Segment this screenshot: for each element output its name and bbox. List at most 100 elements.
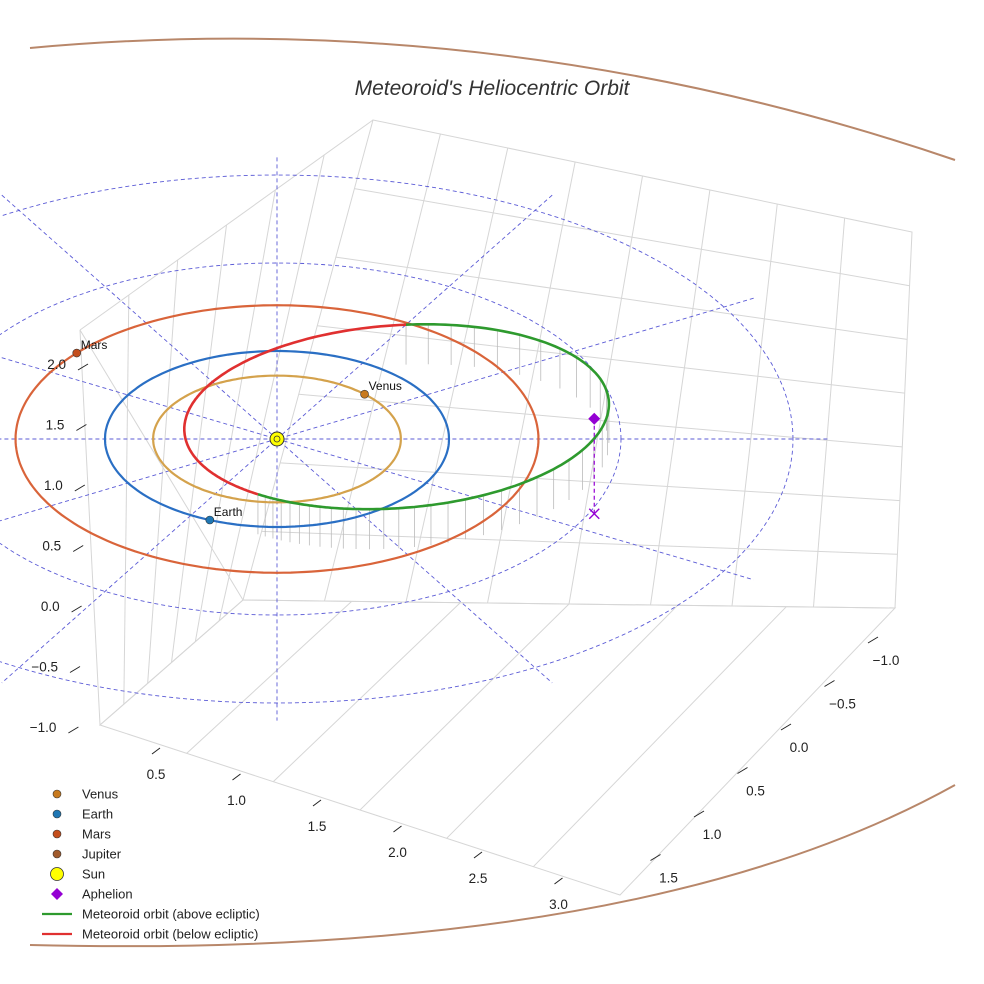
z-tick-label: 1.5 [46,418,65,433]
meteoroid-orbit [183,323,611,511]
planet-venus [360,389,369,399]
grid-line-vertical [324,133,441,602]
legend-label: Sun [82,867,105,882]
planet-label-mars: Mars [81,338,108,352]
grid-line-left [194,189,276,642]
legend-marker [52,849,62,859]
drop-lines [257,324,610,550]
x-tick-label: 0.5 [147,767,166,782]
legend-item: Mars [52,827,111,842]
x-tick-mark [151,747,161,755]
orbit-venus [152,374,402,504]
y-tick-mark [693,810,705,818]
z-tick-mark [77,363,89,371]
grid-line-floor [446,604,679,839]
axis-ticks: 2.0 1.5 1.0 0.5 0.0 −0.5 −1.0 0.5 1.0 1.5 2.0 2.5 3.… [30,357,900,912]
legend: Venus Earth Mars Jupiter Sun Aphelion Meteoroi… [42,787,260,942]
grid-line-horizontal [335,256,908,340]
legend-label: Jupiter [82,847,122,862]
z-tick-label: −1.0 [30,720,57,735]
legend-item: Aphelion [51,887,133,902]
grid-line-vertical [405,147,509,603]
legend-marker [52,809,62,819]
x-tick-label: 1.0 [227,793,246,808]
z-tick-mark [74,484,86,492]
x-tick-label: 2.0 [388,845,407,860]
z-tick-mark [76,424,87,431]
sun-marker [269,431,285,447]
orbit-mars [14,304,540,574]
planet-orbits [14,304,540,574]
legend-item: Meteoroid orbit (above ecliptic) [42,907,260,922]
grid-line-horizontal [280,462,900,502]
jupiter-orbit [29,37,956,948]
legend-label: Aphelion [82,887,133,902]
legend-item: Jupiter [52,847,122,862]
y-tick-label: 0.0 [790,740,809,755]
grid-line-horizontal [261,530,898,555]
planet-label-earth: Earth [214,505,243,519]
grid-line-left [218,154,325,621]
jupiter-orbit-arc-bottom [29,784,956,948]
z-tick-label: 0.5 [42,539,61,554]
meteoroid-orbit-above [257,323,611,511]
z-tick-mark [68,726,79,734]
z-tick-mark [71,605,82,613]
legend-marker [52,789,62,799]
left-wall [79,329,244,727]
grid-line-left [147,259,179,684]
meteoroid-orbit-below [183,323,407,496]
grid [79,119,913,896]
grid-line-horizontal [354,188,910,287]
z-tick-label: 2.0 [47,357,66,372]
ecliptic-ring [0,262,622,616]
z-tick-mark [69,666,81,673]
grid-line-floor [186,600,353,754]
legend-item: Venus [52,787,119,802]
bodies: Venus Earth Mars [72,338,601,525]
z-tick-mark [72,545,84,552]
legend-item: Sun [50,867,105,882]
grid-line-floor [532,606,787,868]
x-tick-label: 2.5 [469,871,488,886]
aphelion-projection [588,508,600,520]
jupiter-orbit-arc-top [29,37,956,161]
legend-marker [51,888,63,900]
legend-label: Meteoroid orbit (below ecliptic) [82,927,258,942]
floor [99,599,897,896]
aphelion-marker [588,412,601,425]
grid-line-vertical [650,189,711,606]
planet-earth [205,515,215,525]
y-tick-label: 1.5 [659,871,678,886]
x-tick-label: 1.5 [308,819,327,834]
planet-mars [72,348,82,358]
orbit-earth [103,349,451,529]
x-tick-mark [232,773,241,781]
grid-line-left [123,294,130,705]
y-tick-mark [780,723,792,731]
y-tick-mark [650,854,661,861]
y-tick-label: −1.0 [873,653,900,668]
grid-line-vertical [813,217,846,608]
legend-marker [52,829,62,839]
legend-label: Venus [82,787,119,802]
grid-line-floor [359,603,570,811]
legend-label: Meteoroid orbit (above ecliptic) [82,907,260,922]
y-tick-mark [867,636,879,644]
x-tick-label: 3.0 [549,897,568,912]
x-tick-mark [554,877,563,885]
grid-line-horizontal [298,393,903,448]
z-tick-label: 0.0 [41,599,60,614]
x-tick-mark [393,825,402,833]
x-tick-mark [473,851,483,859]
legend-marker [50,867,64,881]
grid-line-vertical [731,203,778,607]
y-tick-label: 0.5 [746,784,765,799]
grid-line-floor [272,602,461,783]
chart-title: Meteoroid's Heliocentric Orbit [355,77,631,100]
legend-label: Mars [82,827,111,842]
y-tick-mark [737,767,748,774]
legend-item: Meteoroid orbit (below ecliptic) [42,927,258,942]
planet-label-venus: Venus [369,379,402,393]
